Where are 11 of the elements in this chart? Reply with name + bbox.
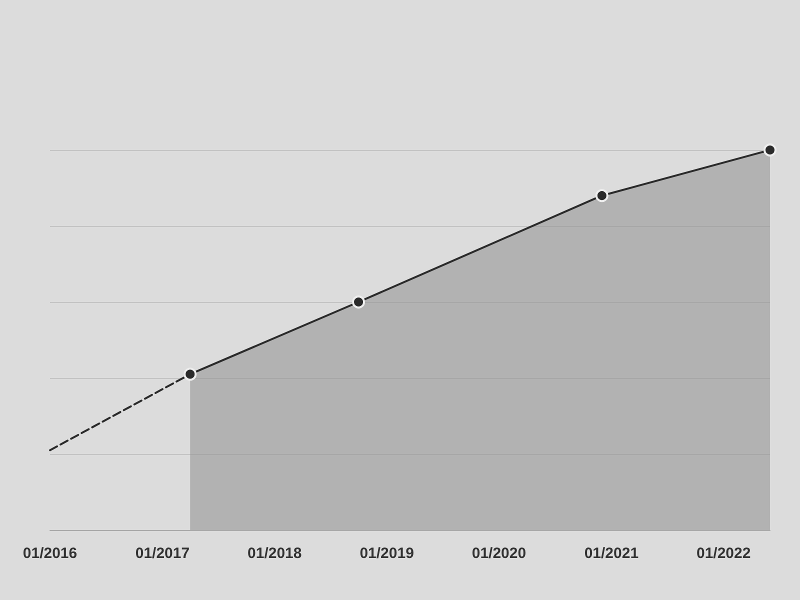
x-tick-label: 01/2020 — [472, 545, 526, 562]
point — [184, 368, 197, 381]
x-tick-label: 01/2021 — [584, 545, 639, 562]
point — [352, 296, 366, 308]
point — [764, 144, 776, 156]
x-tick-label: 01/2017 — [135, 545, 190, 562]
x-tick-label: 01/2019 — [360, 545, 414, 562]
x-tick-label: 01/2018 — [248, 545, 302, 562]
x-tick-label: 01/2022 — [696, 545, 751, 562]
x-tick-label: 01/2016 — [22, 545, 78, 562]
point — [595, 189, 608, 202]
